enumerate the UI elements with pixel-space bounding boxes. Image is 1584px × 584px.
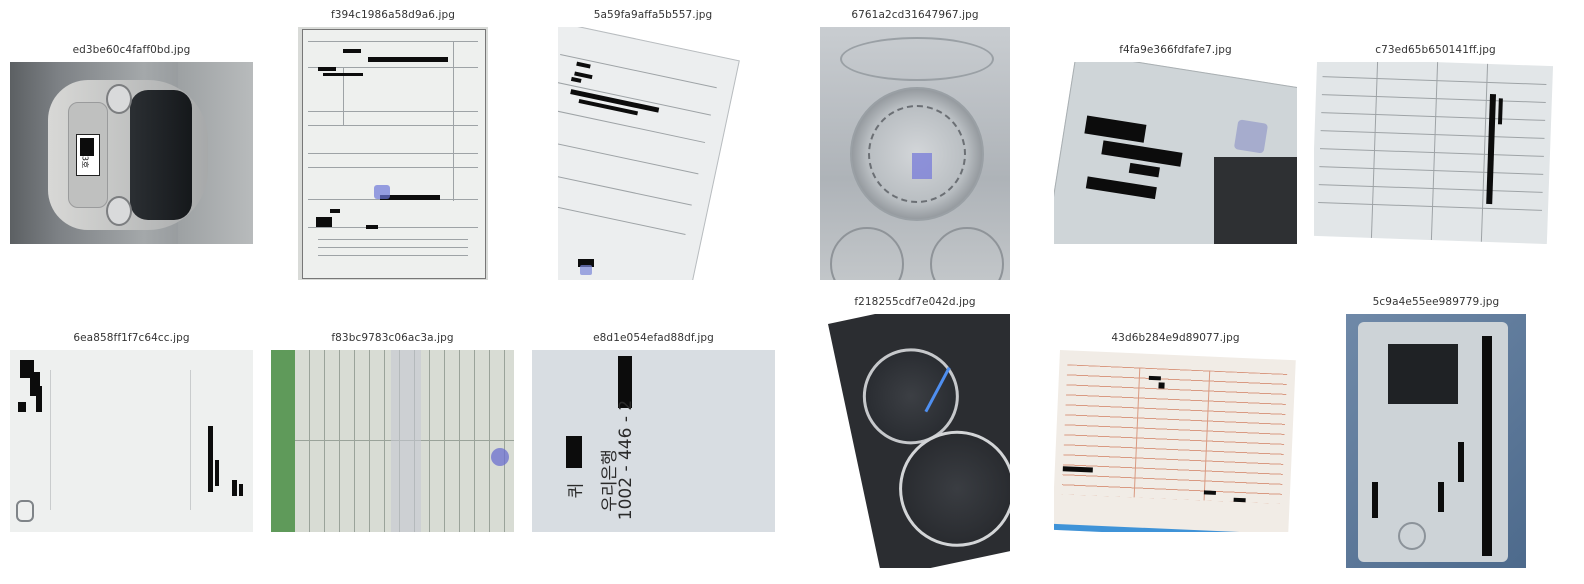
image-thumbnail-dashboard[interactable]	[820, 27, 1010, 280]
image-caption: ed3be60c4faff0bd.jpg	[72, 44, 191, 56]
handwriting-name: 퀴	[566, 482, 587, 499]
image-thumbnail-table[interactable]	[1314, 62, 1557, 244]
image-caption: e8d1e054efad88df.jpg	[593, 332, 714, 344]
image-caption: f4fa9e366fdfafe7.jpg	[1119, 44, 1232, 56]
image-thumbnail-handwriting[interactable]: 1002 - 446 - 2 우리은행 퀴	[532, 350, 775, 532]
image-thumbnail-registration[interactable]	[271, 350, 514, 532]
image-caption: f83bc9783c06ac3a.jpg	[331, 332, 454, 344]
image-thumbnail-idcard[interactable]	[1346, 314, 1526, 568]
plate-text: 23호	[80, 150, 90, 169]
image-caption: c73ed65b650141ff.jpg	[1375, 44, 1496, 56]
image-thumbnail-document[interactable]	[298, 27, 488, 280]
image-caption: 5a59fa9affa5b557.jpg	[593, 9, 713, 21]
image-caption: f394c1986a58d9a6.jpg	[330, 9, 456, 21]
image-caption: 5c9a4e55ee989779.jpg	[1372, 296, 1500, 308]
image-thumbnail-document[interactable]	[10, 350, 253, 532]
image-thumbnail-form[interactable]	[1054, 350, 1297, 532]
image-caption: 43d6b284e9d89077.jpg	[1111, 332, 1240, 344]
image-thumbnail-car[interactable]: 23호	[10, 62, 253, 244]
image-thumbnail-document-rotated[interactable]	[558, 27, 748, 280]
image-caption: 6761a2cd31647967.jpg	[851, 9, 979, 21]
image-caption: 6ea858ff1f7c64cc.jpg	[73, 332, 190, 344]
image-thumbnail-dashboard[interactable]	[820, 314, 1010, 568]
handwriting-bank: 우리은행	[599, 449, 620, 512]
image-caption: f218255cdf7e042d.jpg	[854, 296, 976, 308]
image-thumbnail-card[interactable]	[1054, 62, 1297, 244]
